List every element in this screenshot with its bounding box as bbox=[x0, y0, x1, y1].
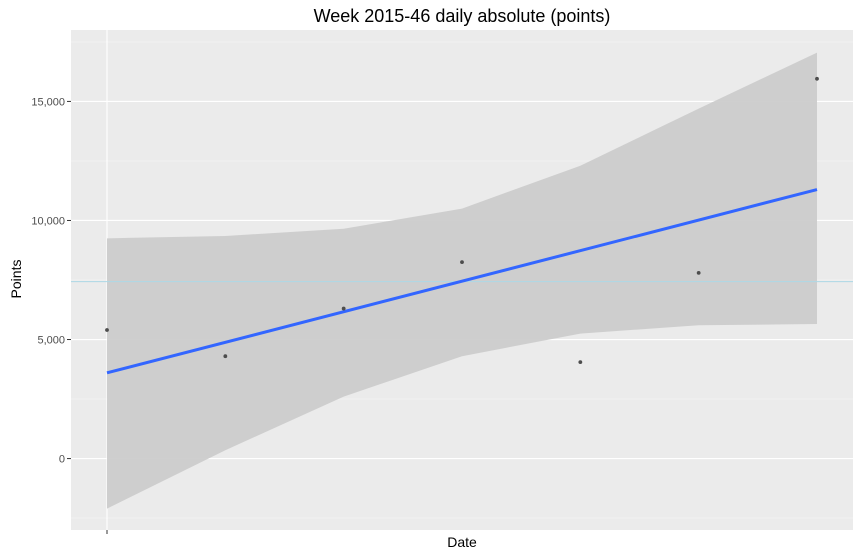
data-point bbox=[578, 360, 583, 365]
y-tick-label: 0 bbox=[59, 454, 65, 466]
data-point bbox=[815, 76, 819, 81]
y-axis-ticks: 0 5,000 10,000 15,000 bbox=[31, 96, 71, 466]
data-point bbox=[460, 260, 464, 265]
y-tick-label: 10,000 bbox=[31, 215, 65, 227]
y-axis-title: Points bbox=[8, 260, 24, 299]
y-tick-label: 15,000 bbox=[31, 96, 65, 108]
x-axis-title: Date bbox=[447, 534, 477, 550]
data-point bbox=[223, 354, 228, 359]
data-point bbox=[341, 306, 346, 311]
y-tick-label: 5,000 bbox=[37, 335, 65, 347]
chart-title: Week 2015-46 daily absolute (points) bbox=[314, 6, 611, 26]
data-point bbox=[105, 328, 109, 332]
trend-line bbox=[106, 188, 818, 375]
data-point bbox=[696, 270, 701, 275]
data-points bbox=[105, 76, 819, 365]
